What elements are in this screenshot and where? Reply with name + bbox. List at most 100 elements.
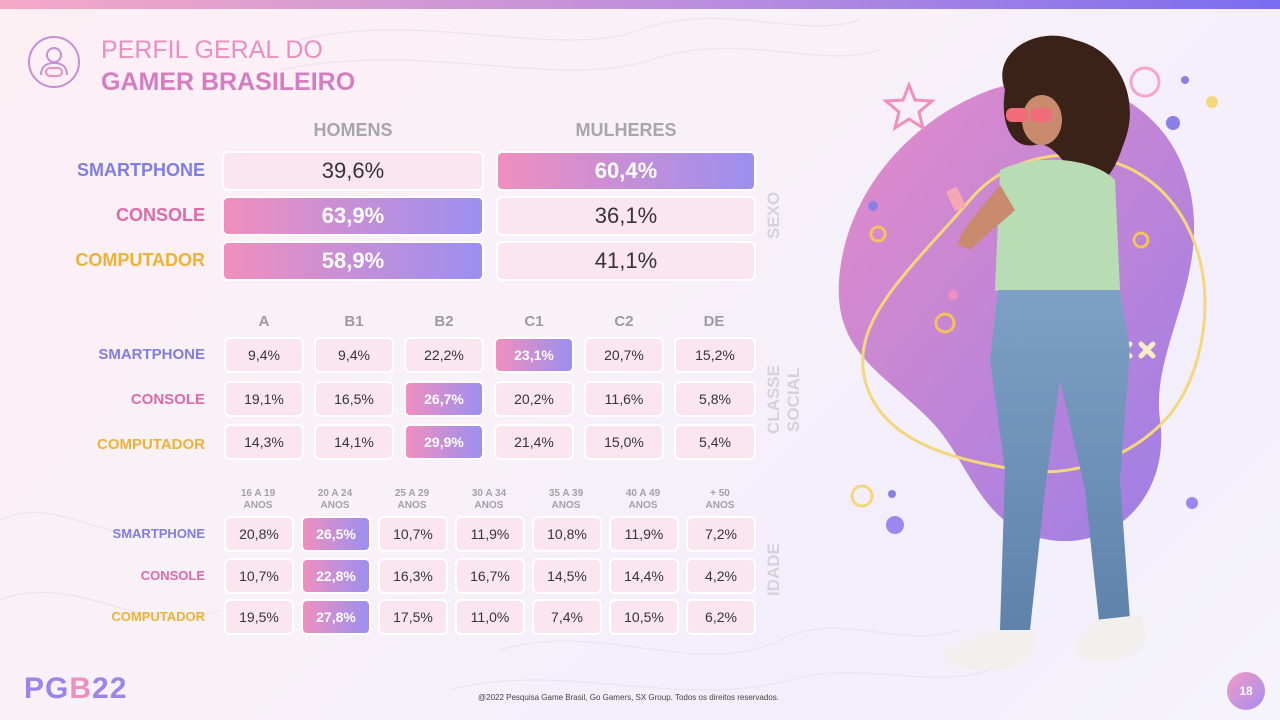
ring-deco — [1129, 66, 1161, 98]
cell-classe-computador-a: 14,3% — [224, 424, 304, 460]
cell-classe-computador-c2: 15,0% — [584, 424, 664, 460]
cell-sexo-console-homens: 63,9% — [222, 196, 484, 236]
cell-idade-console-50-plus: 4,2% — [686, 558, 756, 594]
dot-deco — [1206, 96, 1218, 108]
header-classe-b1: B1 — [344, 313, 364, 330]
header-idade-50-plus: + 50 ANOS — [684, 488, 756, 512]
cell-sexo-computador-mulheres: 41,1% — [496, 241, 756, 281]
star-icon — [882, 80, 936, 132]
header-classe-de: DE — [703, 313, 725, 330]
cell-classe-console-b1: 16,5% — [314, 381, 394, 417]
cell-idade-computador-35-39: 7,4% — [532, 599, 602, 635]
cell-sexo-computador-homens: 58,9% — [222, 241, 484, 281]
cell-classe-computador-de: 5,4% — [674, 424, 756, 460]
dot-deco — [1166, 116, 1180, 130]
cell-idade-computador-20-24: 27,8% — [301, 599, 371, 635]
cell-idade-smartphone-35-39: 10,8% — [532, 516, 602, 552]
brand-mid: B — [69, 672, 93, 705]
section-label-sexo: SEXO — [764, 191, 783, 239]
header-homens: HOMENS — [313, 120, 393, 140]
row-label-console: CONSOLE — [140, 568, 205, 583]
cell-idade-console-25-29: 16,3% — [378, 558, 448, 594]
row-label-computador: COMPUTADOR — [96, 436, 205, 453]
cell-classe-smartphone-b1: 9,4% — [314, 337, 394, 373]
age-range: 40 A 49 — [625, 488, 661, 499]
cell-idade-console-16-19: 10,7% — [224, 558, 294, 594]
brand-right: 22 — [92, 672, 128, 705]
header-idade-16-19: 16 A 19 ANOS — [222, 488, 294, 512]
row-label-console: CONSOLE — [130, 391, 205, 408]
header-mulheres: MULHERES — [575, 120, 677, 140]
dot-deco — [1186, 497, 1198, 509]
cell-classe-smartphone-de: 15,2% — [674, 337, 756, 373]
header-classe-b2: B2 — [434, 313, 454, 330]
cell-idade-console-30-34: 16,7% — [455, 558, 525, 594]
header-classe-a: A — [258, 313, 270, 330]
header-classe-c1: C1 — [524, 313, 544, 330]
top-gradient-bar — [0, 0, 1280, 9]
title-line-1: PERFIL GERAL DO — [101, 36, 323, 64]
age-range: 35 A 39 — [548, 488, 584, 499]
cell-idade-computador-30-34: 11,0% — [455, 599, 525, 635]
cell-classe-smartphone-b2: 22,2% — [404, 337, 484, 373]
outline-shape — [861, 153, 1207, 474]
age-unit: ANOS — [243, 500, 273, 511]
ring-deco — [850, 484, 874, 508]
row-label-computador: COMPUTADOR — [111, 609, 205, 624]
age-unit: ANOS — [474, 500, 504, 511]
row-label-smartphone: SMARTPHONE — [112, 526, 205, 541]
section-label-idade: IDADE — [764, 543, 783, 597]
cell-idade-smartphone-40-49: 11,9% — [609, 516, 679, 552]
ring-deco — [869, 225, 887, 243]
age-unit: ANOS — [551, 500, 581, 511]
row-label-console: CONSOLE — [115, 205, 205, 225]
dot-deco — [948, 290, 958, 300]
dot-deco — [1181, 76, 1189, 84]
age-unit: ANOS — [397, 500, 427, 511]
cell-idade-smartphone-16-19: 20,8% — [224, 516, 294, 552]
row-label-computador: COMPUTADOR — [75, 250, 205, 270]
cell-idade-smartphone-25-29: 10,7% — [378, 516, 448, 552]
brand-left: PG — [24, 672, 70, 705]
ring-deco — [934, 312, 956, 334]
cell-idade-smartphone-20-24: 26,5% — [301, 516, 371, 552]
dot-deco — [886, 516, 904, 534]
cell-idade-console-40-49: 14,4% — [609, 558, 679, 594]
cell-classe-computador-c1: 21,4% — [494, 424, 574, 460]
cell-classe-smartphone-a: 9,4% — [224, 337, 304, 373]
age-unit: ANOS — [320, 500, 350, 511]
header-idade-35-39: 35 A 39 ANOS — [530, 488, 602, 512]
age-unit: ANOS — [628, 500, 658, 511]
cell-classe-console-c1: 20,2% — [494, 381, 574, 417]
woman-figure — [944, 35, 1146, 670]
cell-idade-computador-50-plus: 6,2% — [686, 599, 756, 635]
cell-classe-computador-b1: 14,1% — [314, 424, 394, 460]
cell-idade-console-20-24: 22,8% — [301, 558, 371, 594]
dot-deco — [868, 201, 878, 211]
cell-idade-console-35-39: 14,5% — [532, 558, 602, 594]
cell-classe-console-de: 5,8% — [674, 381, 756, 417]
cell-idade-smartphone-50-plus: 7,2% — [686, 516, 756, 552]
age-range: + 50 — [710, 488, 730, 499]
row-label-smartphone: SMARTPHONE — [98, 346, 205, 363]
age-range: 20 A 24 — [317, 488, 353, 499]
cell-classe-computador-b2: 29,9% — [404, 424, 484, 460]
cell-classe-console-a: 19,1% — [224, 381, 304, 417]
age-range: 25 A 29 — [394, 488, 430, 499]
header-idade-40-49: 40 A 49 ANOS — [607, 488, 679, 512]
cell-idade-computador-16-19: 19,5% — [224, 599, 294, 635]
ring-deco — [1132, 231, 1150, 249]
section-label-classe-social: CLASSE SOCIAL — [764, 365, 803, 435]
page-number-badge: 18 — [1227, 672, 1265, 710]
cell-classe-smartphone-c1: 23,1% — [494, 337, 574, 373]
cell-idade-computador-25-29: 17,5% — [378, 599, 448, 635]
cell-sexo-smartphone-homens: 39,6% — [222, 151, 484, 191]
title-line-2: GAMER BRASILEIRO — [101, 68, 356, 96]
pgb22-logo: PGB22 — [24, 672, 127, 706]
header-classe-c2: C2 — [614, 313, 634, 330]
age-unit: ANOS — [705, 500, 735, 511]
hero-illustration — [838, 35, 1218, 670]
header-idade-20-24: 20 A 24 ANOS — [299, 488, 371, 512]
age-range: 30 A 34 — [471, 488, 507, 499]
